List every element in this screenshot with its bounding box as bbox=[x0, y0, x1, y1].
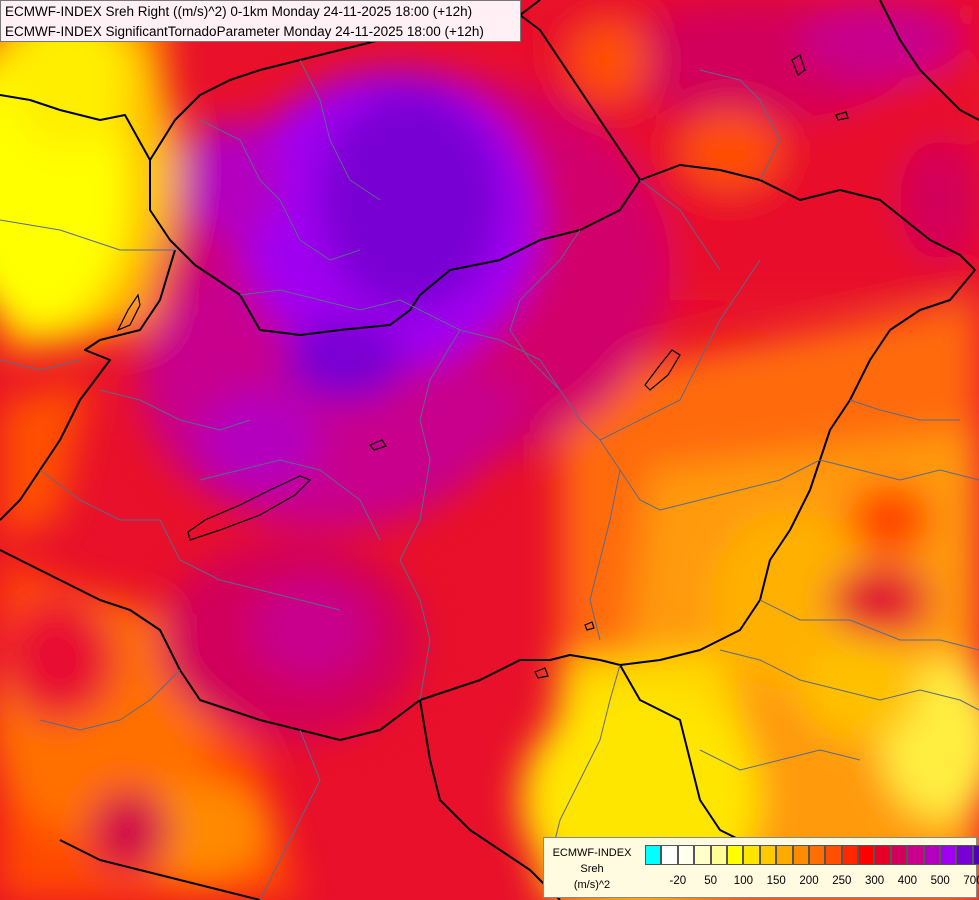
lake-balaton bbox=[187, 475, 312, 541]
legend-tick-label: 300 bbox=[865, 875, 885, 887]
map-title-box: ECMWF-INDEX Sreh Right ((m/s)^2) 0-1km M… bbox=[0, 0, 521, 42]
legend-swatch bbox=[972, 845, 979, 865]
legend-tick-label: 200 bbox=[799, 875, 819, 887]
title-line-stp: ECMWF-INDEX SignificantTornadoParameter … bbox=[5, 24, 484, 39]
lake-south bbox=[534, 667, 549, 679]
legend-swatch bbox=[907, 845, 924, 865]
legend-swatch bbox=[677, 845, 695, 865]
legend-swatch bbox=[661, 845, 678, 865]
regional-borders bbox=[0, 59, 979, 900]
legend-swatch bbox=[776, 845, 793, 865]
legend-swatches bbox=[645, 845, 979, 865]
legend-swatch bbox=[694, 845, 711, 865]
legend-swatch bbox=[645, 845, 662, 865]
legend-swatch bbox=[923, 845, 941, 865]
title-line-sreh: ECMWF-INDEX Sreh Right ((m/s)^2) 0-1km M… bbox=[5, 4, 473, 19]
lake-ne-small bbox=[835, 111, 849, 121]
legend-tick-label: 700 bbox=[963, 875, 979, 887]
lake-south-small bbox=[584, 621, 595, 631]
legend-swatch bbox=[841, 845, 859, 865]
legend-swatch bbox=[792, 845, 809, 865]
legend-tick-label: 50 bbox=[704, 875, 717, 887]
lake-velence bbox=[369, 439, 387, 451]
color-legend: ECMWF-INDEX Sreh (m/s)^2 -20 50 100 150 200 2… bbox=[543, 837, 979, 898]
legend-swatch bbox=[874, 845, 891, 865]
legend-tick-label: 250 bbox=[832, 875, 852, 887]
lake-ne bbox=[791, 54, 806, 76]
legend-swatch bbox=[940, 845, 957, 865]
legend-swatch bbox=[858, 845, 875, 865]
lake-tisza bbox=[644, 349, 681, 391]
legend-swatch bbox=[710, 845, 727, 865]
legend-swatch bbox=[743, 845, 760, 865]
legend-tick-label: 100 bbox=[733, 875, 753, 887]
legend-tick-label: 150 bbox=[766, 875, 786, 887]
legend-tick-label: -20 bbox=[669, 875, 687, 887]
legend-tick-label: 400 bbox=[897, 875, 917, 887]
legend-unit-label: (m/s)^2 bbox=[573, 879, 611, 891]
lakes bbox=[116, 54, 849, 679]
legend-swatch bbox=[808, 845, 826, 865]
legend-model-label: ECMWF-INDEX bbox=[552, 847, 632, 859]
legend-variable-label: Sreh bbox=[580, 863, 604, 875]
legend-swatch bbox=[890, 845, 908, 865]
legend-tick-label: 500 bbox=[930, 875, 950, 887]
legend-swatch bbox=[759, 845, 777, 865]
legend-swatch bbox=[726, 845, 744, 865]
legend-swatch bbox=[956, 845, 973, 865]
lake-neusiedl bbox=[116, 293, 141, 332]
legend-swatch bbox=[825, 845, 842, 865]
